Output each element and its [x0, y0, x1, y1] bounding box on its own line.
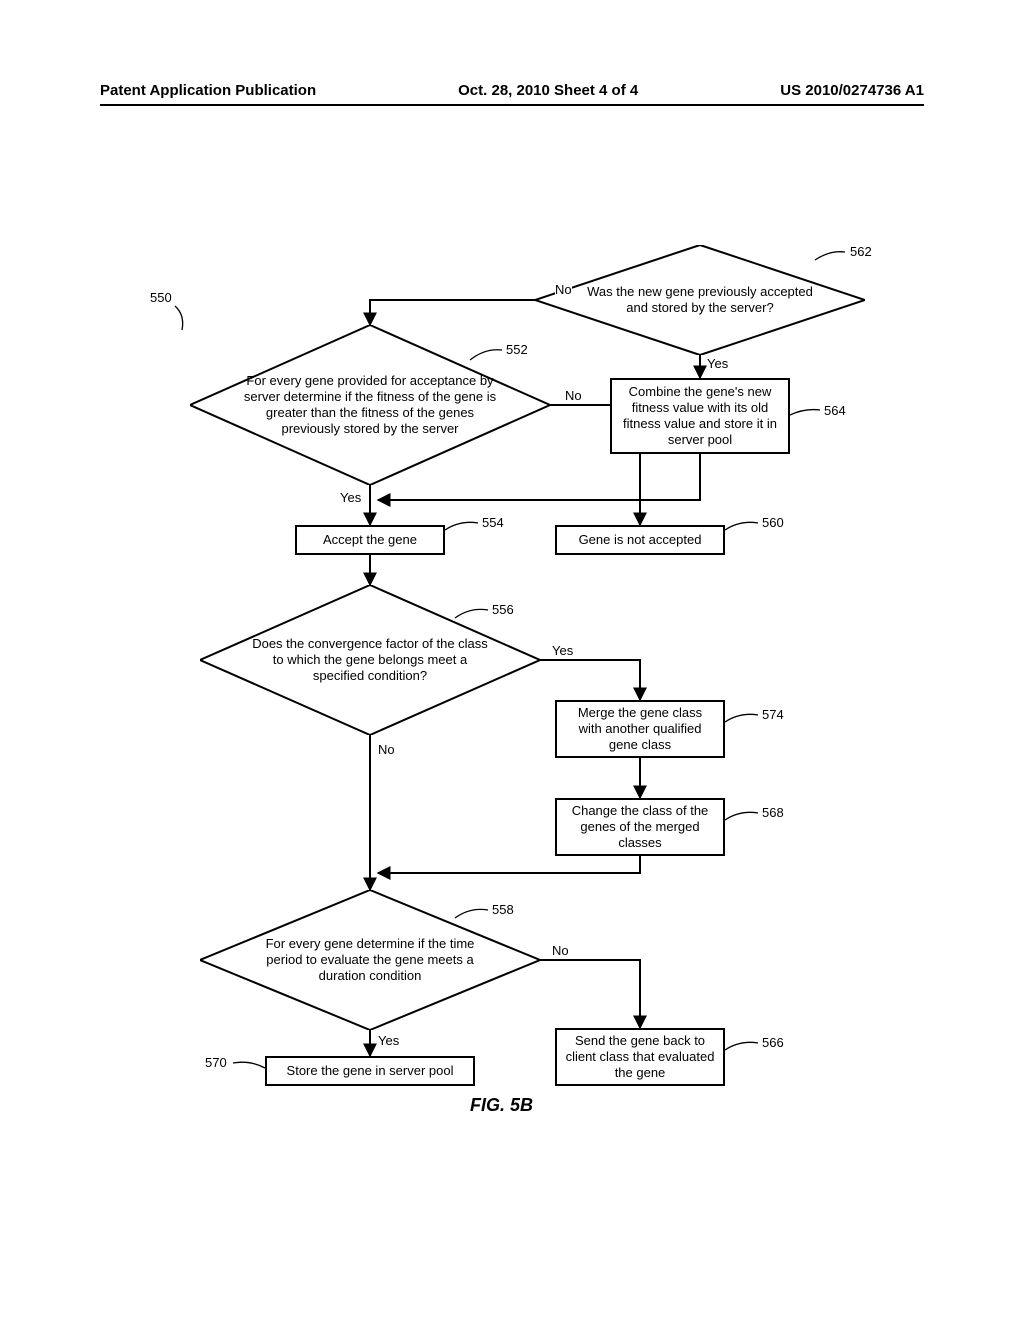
edge-label-556-no: No: [378, 742, 395, 757]
process-568: Change the class of the genes of the mer…: [555, 798, 725, 856]
edge-label-562-no: No: [555, 282, 572, 297]
edge-label-556-yes: Yes: [552, 643, 573, 658]
ref-552: 552: [506, 342, 528, 357]
decision-556-text: Does the convergence factor of the class…: [250, 608, 490, 712]
process-570: Store the gene in server pool: [265, 1056, 475, 1086]
ref-550: 550: [150, 290, 172, 305]
edge-label-552-no: No: [565, 388, 582, 403]
ref-558: 558: [492, 902, 514, 917]
ref-570: 570: [205, 1055, 227, 1070]
ref-560: 560: [762, 515, 784, 530]
ref-574: 574: [762, 707, 784, 722]
ref-564: 564: [824, 403, 846, 418]
edge-label-562-yes: Yes: [707, 356, 728, 371]
edge-label-552-yes: Yes: [340, 490, 361, 505]
flowchart-diagram: Was the new gene previously accepted and…: [0, 0, 1024, 1320]
ref-566: 566: [762, 1035, 784, 1050]
process-574: Merge the gene class with another qualif…: [555, 700, 725, 758]
ref-568: 568: [762, 805, 784, 820]
ref-562: 562: [850, 244, 872, 259]
process-564: Combine the gene's new fitness value wit…: [610, 378, 790, 454]
decision-552-text: For every gene provided for acceptance b…: [238, 350, 502, 460]
process-566: Send the gene back to client class that …: [555, 1028, 725, 1086]
process-554: Accept the gene: [295, 525, 445, 555]
process-560: Gene is not accepted: [555, 525, 725, 555]
ref-554: 554: [482, 515, 504, 530]
figure-caption: FIG. 5B: [470, 1095, 533, 1116]
decision-558-text: For every gene determine if the time per…: [250, 912, 490, 1008]
edge-label-558-yes: Yes: [378, 1033, 399, 1048]
edge-label-558-no: No: [552, 943, 569, 958]
decision-562-text: Was the new gene previously accepted and…: [580, 262, 820, 338]
ref-556: 556: [492, 602, 514, 617]
